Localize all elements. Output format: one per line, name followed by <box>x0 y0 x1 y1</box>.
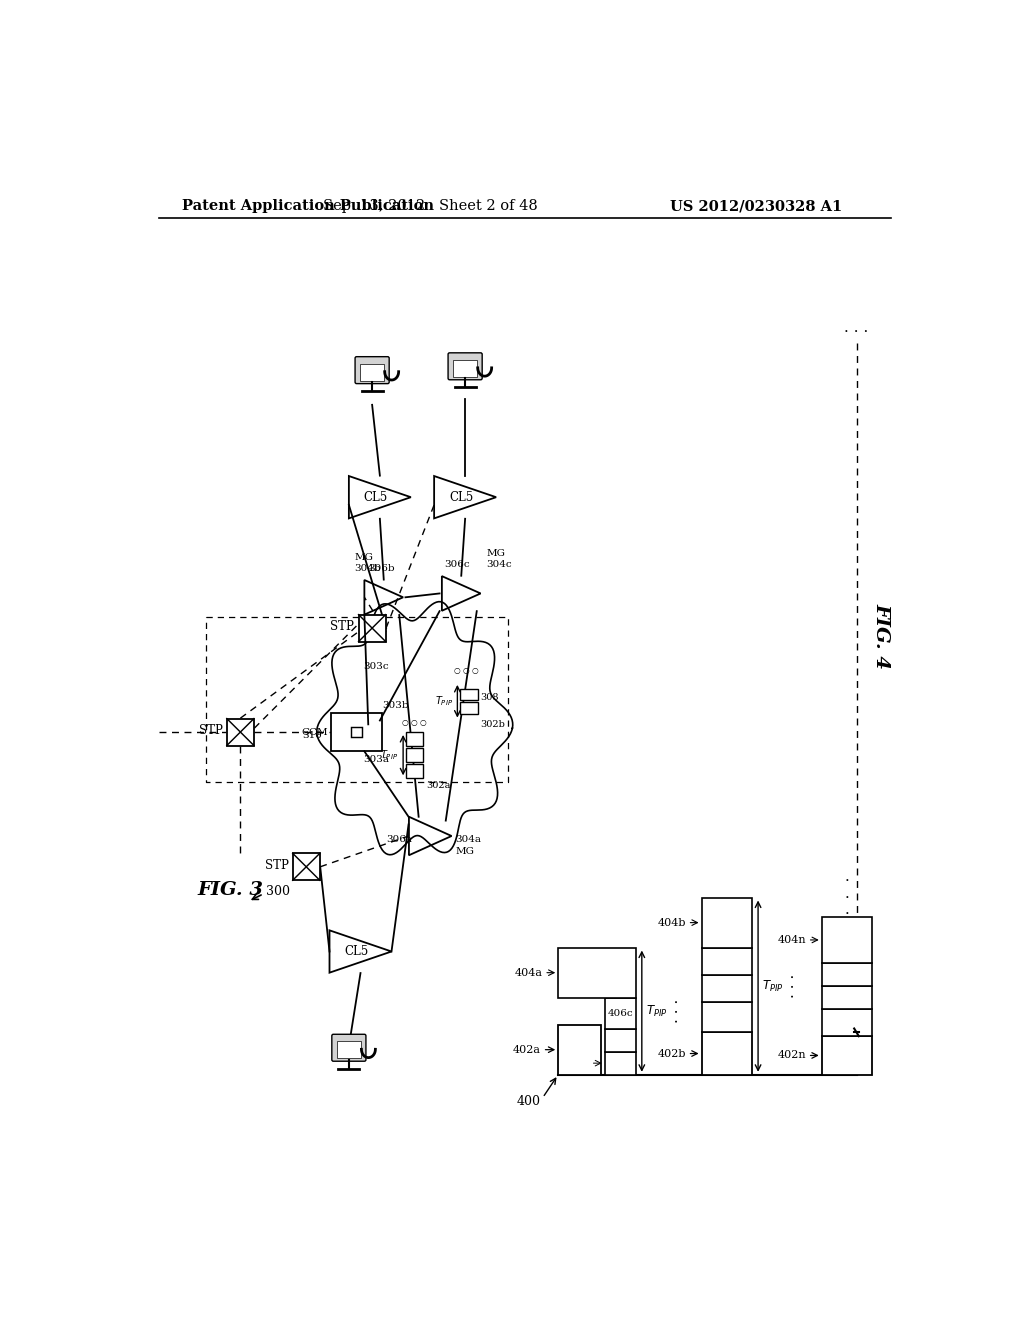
Bar <box>701 1032 752 1074</box>
Bar <box>337 1041 360 1059</box>
Text: 302a: 302a <box>426 781 451 791</box>
Text: STP: STP <box>199 723 222 737</box>
Text: · · ·: · · · <box>672 999 685 1023</box>
Bar <box>701 898 752 948</box>
Text: 300: 300 <box>266 884 290 898</box>
Text: FIG. 4: FIG. 4 <box>872 603 890 669</box>
Text: Patent Application Publication: Patent Application Publication <box>182 199 434 213</box>
Bar <box>293 853 319 880</box>
Bar <box>226 718 254 746</box>
Text: STP: STP <box>331 620 354 634</box>
Text: MG: MG <box>455 847 474 855</box>
Text: 406b: 406b <box>562 1036 589 1044</box>
FancyBboxPatch shape <box>355 356 389 384</box>
Text: 400: 400 <box>517 1096 541 1109</box>
Text: 404b: 404b <box>657 917 686 928</box>
Text: 404n: 404n <box>777 935 806 945</box>
Text: 306a: 306a <box>386 836 413 845</box>
Text: 304a: 304a <box>455 836 481 845</box>
Text: $T_{PIP}$: $T_{PIP}$ <box>762 978 783 994</box>
Bar <box>407 764 423 779</box>
Bar <box>604 1052 636 1074</box>
Text: CL5: CL5 <box>344 945 369 958</box>
Text: ·
·
·: · · · <box>845 874 849 921</box>
Text: 308: 308 <box>480 693 499 702</box>
Text: 302b: 302b <box>480 719 506 729</box>
FancyBboxPatch shape <box>332 1035 366 1061</box>
Bar <box>821 986 872 1010</box>
Text: 402a: 402a <box>513 1044 541 1055</box>
Bar <box>351 726 362 738</box>
Text: 304c: 304c <box>486 560 512 569</box>
Text: 303a: 303a <box>362 755 389 763</box>
Text: MG: MG <box>354 553 374 562</box>
Text: 402b: 402b <box>657 1048 686 1059</box>
Bar <box>332 713 382 751</box>
Text: 404a: 404a <box>515 968 543 978</box>
Bar <box>821 964 872 986</box>
Text: $T_{PIP}$: $T_{PIP}$ <box>646 1003 668 1019</box>
Bar <box>701 948 752 974</box>
Bar <box>461 689 477 700</box>
Text: 406c: 406c <box>607 1008 633 1018</box>
Bar <box>604 1028 636 1052</box>
Text: US 2012/0230328 A1: US 2012/0230328 A1 <box>671 199 843 213</box>
Polygon shape <box>316 602 513 855</box>
Text: 306b: 306b <box>368 564 394 573</box>
Text: CCM: CCM <box>302 727 329 737</box>
Text: Sep. 13, 2012   Sheet 2 of 48: Sep. 13, 2012 Sheet 2 of 48 <box>323 199 538 213</box>
Text: · · ·: · · · <box>845 325 868 339</box>
Bar <box>407 748 423 762</box>
Bar <box>604 998 636 1028</box>
Bar <box>461 702 477 714</box>
Bar <box>821 917 872 964</box>
Bar <box>358 615 386 642</box>
Bar <box>821 1010 872 1036</box>
Bar <box>701 1002 752 1032</box>
Text: ○ ○ ○: ○ ○ ○ <box>454 667 478 675</box>
Text: $T_{PIP}$: $T_{PIP}$ <box>380 748 397 762</box>
Text: 304b: 304b <box>354 564 381 573</box>
Bar <box>558 1024 601 1074</box>
Text: 406a: 406a <box>563 1059 589 1068</box>
Bar <box>558 948 636 998</box>
Bar <box>701 974 752 1002</box>
Text: CL5: CL5 <box>364 491 388 504</box>
Bar <box>407 733 423 746</box>
Text: ○ ○ ○: ○ ○ ○ <box>402 718 427 727</box>
Text: CL5: CL5 <box>450 491 473 504</box>
Text: 402n: 402n <box>777 1051 806 1060</box>
Text: 306c: 306c <box>444 560 470 569</box>
Text: 303b: 303b <box>382 701 409 710</box>
Text: STP: STP <box>264 859 289 871</box>
FancyBboxPatch shape <box>449 352 482 380</box>
Bar <box>821 1036 872 1074</box>
Text: $T_{PIP}$: $T_{PIP}$ <box>435 694 454 708</box>
Text: FIG. 3: FIG. 3 <box>198 880 264 899</box>
Text: 310: 310 <box>302 731 323 741</box>
Text: MG: MG <box>486 549 505 558</box>
Text: 303c: 303c <box>364 663 389 671</box>
Text: · · ·: · · · <box>787 974 802 998</box>
Bar <box>360 364 384 380</box>
Bar <box>453 360 477 376</box>
